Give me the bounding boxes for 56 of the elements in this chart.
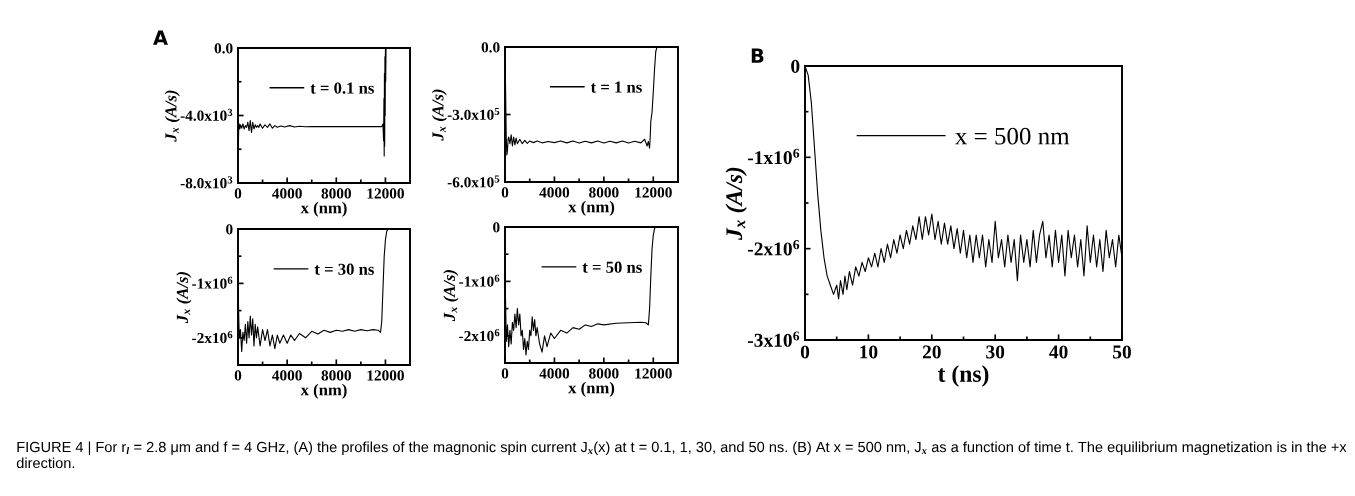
y-tick-label: 0 (493, 222, 500, 233)
x-tick-label: 8000 (321, 370, 351, 381)
x-axis-title: x (nm) (568, 381, 615, 397)
x-tick-label: 20 (922, 345, 941, 359)
x-tick-label: 4000 (272, 370, 302, 381)
y-tick-label: 0.0 (481, 42, 500, 53)
x-tick-label: 8000 (321, 188, 351, 199)
x-tick-label: 50 (1113, 345, 1131, 359)
y-tick-label: -4.0x10$^{3}$ (180, 108, 233, 121)
x-tick-label: 40 (1049, 345, 1068, 359)
y-tick-label: -3.0x10$^{5}$ (447, 107, 500, 121)
y-tick-label: -1x10$^{6}$ (459, 274, 500, 287)
x-tick-label: 8000 (589, 368, 619, 379)
y-tick-label: -1x10$^{6}$ (192, 276, 233, 289)
x-tick-label: 0 (234, 370, 242, 381)
y-tick-label: -8.0x10$^{3}$ (180, 176, 233, 189)
y-axis-title: J$_{x}$ (A/s) (431, 89, 447, 141)
x-tick-label: 12000 (367, 370, 404, 381)
x-tick-label: 0 (501, 187, 509, 198)
y-axis-title: J$_{x}$ (A/s) (164, 90, 180, 142)
x-axis-title: x (nm) (300, 383, 347, 399)
x-tick-label: 8000 (589, 187, 619, 198)
y-tick-label: -2x10$^{6}$ (192, 331, 233, 344)
x-axis-title: t (ns) (937, 365, 989, 387)
x-tick-label: 4000 (539, 368, 570, 379)
legend-label: t = 1 ns (590, 81, 642, 93)
y-tick-label: -2x10$^{6}$ (747, 240, 800, 256)
text: FIGURE 4 | For r$_{l}$ = 2.8 μm and f = 4 GHz, (A) the profiles of the magnonic spin current J$_{x}$(x) at t = 0.1, 1, 30, and 50 ns. (B) At x = 500 nm, J$_{x}$ as a function of time t. The equilibrium magnetization is in the +x direction. (16, 441, 1347, 469)
legend-label: t = 30 ns (314, 263, 374, 275)
x-tick-label: 0 (800, 345, 810, 359)
legend-label: x = 500 nm (955, 127, 1070, 145)
y-tick-label: -6.0x10$^{5}$ (447, 175, 500, 188)
x-tick-label: 12000 (635, 187, 672, 198)
x-tick-label: 0 (501, 368, 509, 379)
legend-label: t = 50 ns (582, 261, 642, 273)
legend-label: t = 0.1 ns (310, 82, 374, 94)
y-axis-title: J$_{x}$ (A/s) (176, 272, 192, 324)
x-tick-label: 4000 (272, 188, 302, 199)
y-tick-label: -1x10$^{6}$ (747, 148, 800, 165)
x-tick-label: 30 (986, 345, 1005, 359)
x-tick-label: 4000 (539, 187, 570, 198)
x-axis-title: x (nm) (568, 200, 615, 216)
x-tick-label: 12000 (635, 368, 672, 379)
text: A (153, 30, 168, 45)
y-tick-label: 0 (226, 224, 233, 235)
y-tick-label: -3x10$^{6}$ (747, 331, 800, 347)
text: B (751, 48, 764, 63)
x-axis-title: x (nm) (300, 201, 347, 217)
y-tick-label: -2x10$^{6}$ (459, 329, 500, 342)
x-tick-label: 10 (860, 345, 878, 359)
y-axis-title: J$_{x}$ (A/s) (725, 167, 747, 241)
y-axis-title: J$_{x}$ (A/s) (443, 270, 459, 322)
y-tick-label: 0 (791, 59, 800, 73)
x-tick-label: 0 (234, 188, 242, 199)
y-tick-label: 0.0 (214, 43, 233, 54)
x-tick-label: 12000 (367, 188, 404, 199)
